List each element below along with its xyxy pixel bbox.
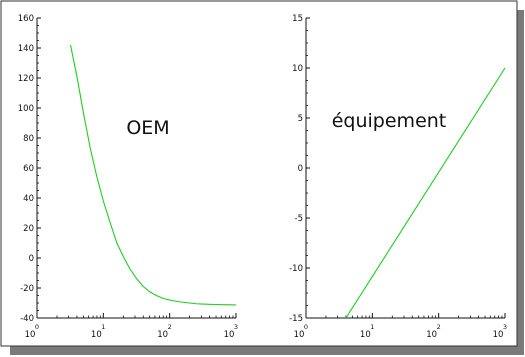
x-tick-label-base: 10 xyxy=(294,330,305,340)
x-tick-label-exponent: 3 xyxy=(503,323,507,331)
y-tick-label: 5 xyxy=(298,114,303,124)
y-tick-label: 20 xyxy=(23,224,34,234)
y-tick-label: 120 xyxy=(18,74,34,84)
x-tick-label-exponent: 3 xyxy=(234,323,238,331)
x-tick-label-exponent: 2 xyxy=(168,323,172,331)
x-tick-label-base: 10 xyxy=(426,330,437,340)
y-tick-label: 15 xyxy=(292,14,303,24)
chart-annotation: équipement xyxy=(332,110,447,132)
y-tick-label: 10 xyxy=(292,64,303,74)
x-tick-label-base: 10 xyxy=(91,330,102,340)
y-tick-label: 60 xyxy=(23,164,34,174)
plot-oem: 160140120100806040200-20-40100101102103O… xyxy=(18,14,238,340)
x-tick-label-exponent: 1 xyxy=(101,323,105,331)
y-tick-label: 0 xyxy=(29,254,34,264)
x-tick-label-exponent: 2 xyxy=(437,323,441,331)
frame-border xyxy=(0,0,518,347)
y-tick-label: -5 xyxy=(295,214,303,224)
x-tick-label-base: 10 xyxy=(25,330,36,340)
x-tick-label-base: 10 xyxy=(157,330,168,340)
y-tick-label: -40 xyxy=(20,314,34,324)
x-tick-label-base: 10 xyxy=(360,330,371,340)
y-tick-label: -10 xyxy=(289,264,303,274)
y-tick-label: 40 xyxy=(23,194,34,204)
y-tick-label: -15 xyxy=(289,314,303,324)
y-tick-label: 0 xyxy=(298,164,303,174)
y-tick-label: 160 xyxy=(18,14,34,24)
x-tick-label-exponent: 0 xyxy=(304,323,308,331)
x-tick-label-base: 10 xyxy=(224,330,235,340)
chart-annotation: OEM xyxy=(126,117,169,139)
x-tick-label-exponent: 1 xyxy=(370,323,374,331)
y-tick-label: 140 xyxy=(18,44,34,54)
y-tick-label: 80 xyxy=(23,134,34,144)
x-tick-label-base: 10 xyxy=(493,330,504,340)
series-line xyxy=(345,67,506,319)
y-tick-label: 100 xyxy=(18,104,34,114)
x-tick-label-exponent: 0 xyxy=(35,323,39,331)
y-tick-label: -20 xyxy=(20,284,34,294)
series-line xyxy=(69,44,237,306)
